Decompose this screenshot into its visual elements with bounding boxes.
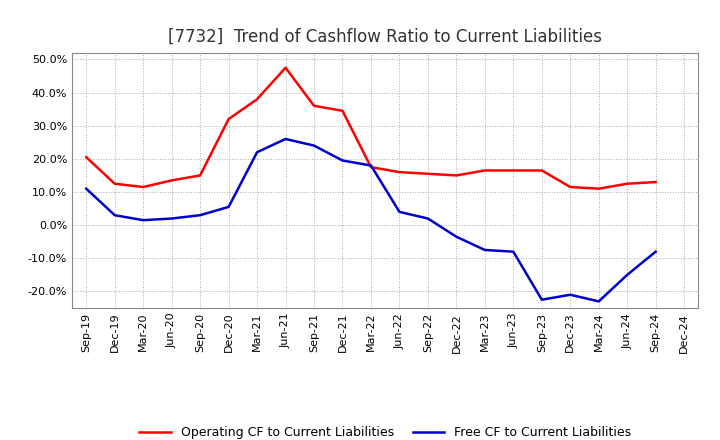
Operating CF to Current Liabilities (167, 178, 176, 183)
Free CF to Current Liabilities (509, 249, 518, 254)
Legend: Operating CF to Current Liabilities, Free CF to Current Liabilities: Operating CF to Current Liabilities, Fre… (135, 422, 636, 440)
Free CF to Current Liabilities (225, 204, 233, 209)
Free CF to Current Liabilities (167, 216, 176, 221)
Free CF to Current Liabilities (139, 217, 148, 223)
Free CF to Current Liabilities (652, 249, 660, 254)
Operating CF to Current Liabilities (282, 65, 290, 70)
Operating CF to Current Liabilities (310, 103, 318, 109)
Operating CF to Current Liabilities (509, 168, 518, 173)
Operating CF to Current Liabilities (452, 173, 461, 178)
Free CF to Current Liabilities (110, 213, 119, 218)
Free CF to Current Liabilities (282, 136, 290, 142)
Operating CF to Current Liabilities (366, 165, 375, 170)
Line: Operating CF to Current Liabilities: Operating CF to Current Liabilities (86, 68, 656, 189)
Free CF to Current Liabilities (566, 292, 575, 297)
Operating CF to Current Liabilities (110, 181, 119, 187)
Free CF to Current Liabilities (395, 209, 404, 215)
Operating CF to Current Liabilities (338, 108, 347, 114)
Free CF to Current Liabilities (537, 297, 546, 302)
Free CF to Current Liabilities (82, 186, 91, 191)
Free CF to Current Liabilities (423, 216, 432, 221)
Operating CF to Current Liabilities (595, 186, 603, 191)
Operating CF to Current Liabilities (566, 184, 575, 190)
Operating CF to Current Liabilities (623, 181, 631, 187)
Free CF to Current Liabilities (366, 163, 375, 168)
Free CF to Current Liabilities (253, 150, 261, 155)
Title: [7732]  Trend of Cashflow Ratio to Current Liabilities: [7732] Trend of Cashflow Ratio to Curren… (168, 28, 602, 46)
Line: Free CF to Current Liabilities: Free CF to Current Liabilities (86, 139, 656, 301)
Operating CF to Current Liabilities (82, 154, 91, 160)
Operating CF to Current Liabilities (423, 171, 432, 176)
Free CF to Current Liabilities (310, 143, 318, 148)
Operating CF to Current Liabilities (253, 96, 261, 102)
Operating CF to Current Liabilities (652, 180, 660, 185)
Operating CF to Current Liabilities (139, 184, 148, 190)
Free CF to Current Liabilities (623, 272, 631, 278)
Operating CF to Current Liabilities (480, 168, 489, 173)
Free CF to Current Liabilities (480, 247, 489, 253)
Operating CF to Current Liabilities (395, 169, 404, 175)
Free CF to Current Liabilities (452, 234, 461, 239)
Operating CF to Current Liabilities (196, 173, 204, 178)
Free CF to Current Liabilities (595, 299, 603, 304)
Operating CF to Current Liabilities (225, 117, 233, 122)
Free CF to Current Liabilities (338, 158, 347, 163)
Operating CF to Current Liabilities (537, 168, 546, 173)
Free CF to Current Liabilities (196, 213, 204, 218)
